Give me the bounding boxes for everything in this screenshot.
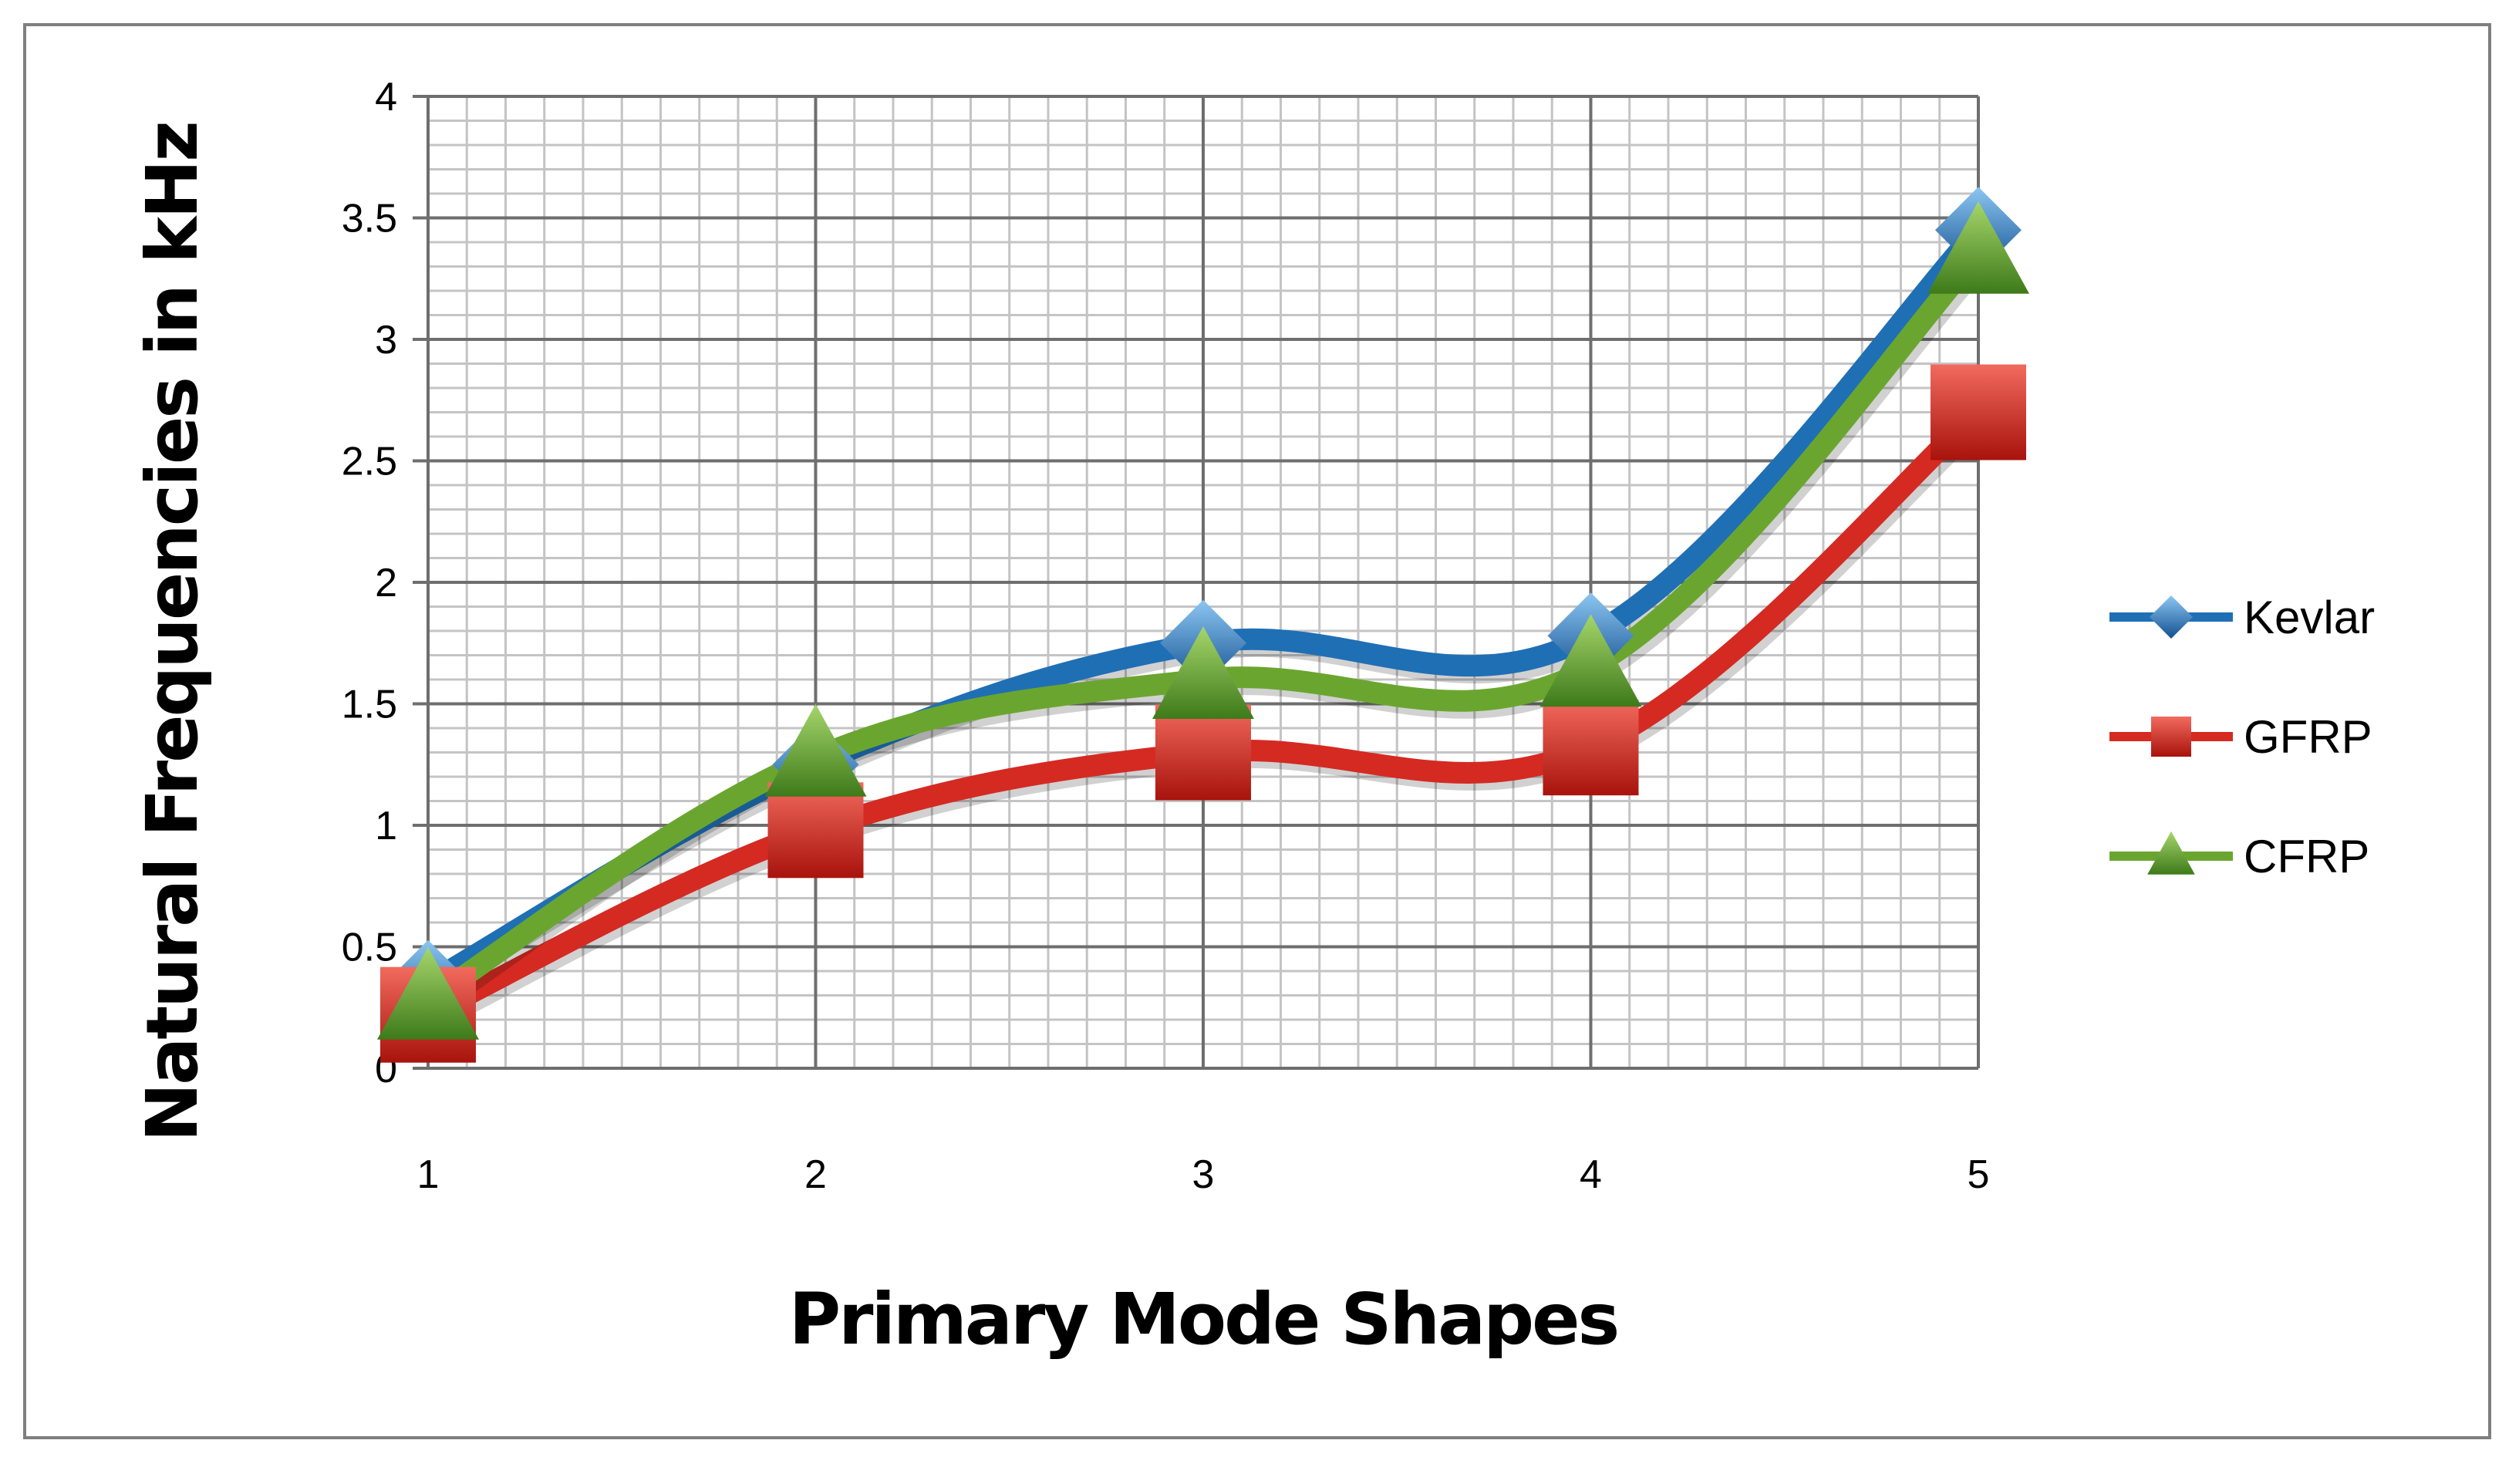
data-point-gfrp xyxy=(1155,704,1251,801)
data-point-gfrp xyxy=(1931,364,2026,460)
y-axis-title: Natural Frequencies in kHz xyxy=(131,123,214,1142)
y-tick-label: 1.5 xyxy=(342,683,397,727)
legend: Kevlar GFRP CFRP xyxy=(2109,592,2375,882)
legend-marker-cfrp xyxy=(2147,831,2195,875)
y-tick-label: 4 xyxy=(375,75,397,120)
x-tick-label: 2 xyxy=(804,1152,827,1197)
legend-marker-gfrp xyxy=(2151,717,2191,757)
series-layer xyxy=(377,187,2029,1063)
x-axis-title: Primary Mode Shapes xyxy=(789,1278,1618,1361)
data-point-cfrp xyxy=(1539,614,1642,707)
data-point-cfrp xyxy=(1152,626,1254,719)
y-tick-label: 2.5 xyxy=(342,440,397,484)
x-tick-label: 5 xyxy=(1968,1152,1990,1197)
x-tick-labels: 1 2 3 4 5 xyxy=(417,1152,1990,1197)
x-tick-label: 4 xyxy=(1580,1152,1602,1197)
y-tick-label: 2 xyxy=(375,561,397,605)
y-tick-labels: 00.511.522.533.54 xyxy=(342,75,397,1091)
plot-grid xyxy=(413,95,1980,1070)
y-tick-label: 0.5 xyxy=(342,926,397,970)
data-point-gfrp xyxy=(1543,700,1639,796)
legend-label-cfrp: CFRP xyxy=(2244,831,2369,882)
legend-label-gfrp: GFRP xyxy=(2244,711,2372,763)
y-tick-label: 3.5 xyxy=(342,197,397,241)
legend-marker-kevlar xyxy=(2150,595,2193,639)
y-tick-label: 3 xyxy=(375,318,397,363)
data-point-cfrp xyxy=(764,703,867,797)
data-point-cfrp xyxy=(1927,201,2029,294)
data-point-gfrp xyxy=(767,782,864,879)
x-tick-label: 3 xyxy=(1192,1152,1215,1197)
legend-label-kevlar: Kevlar xyxy=(2244,592,2375,643)
data-point-cfrp xyxy=(377,946,479,1040)
y-tick-label: 1 xyxy=(375,804,397,848)
x-tick-label: 1 xyxy=(417,1152,440,1197)
